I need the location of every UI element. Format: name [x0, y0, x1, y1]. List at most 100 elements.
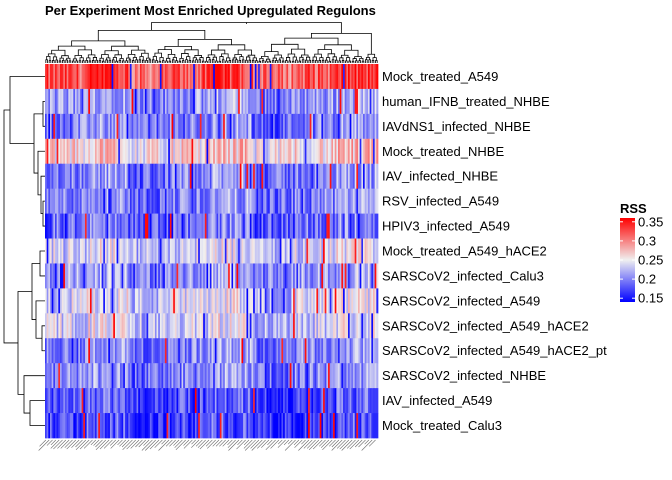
- dendrogram-branch: [234, 54, 242, 58]
- heatmap-cell: [174, 413, 177, 439]
- heatmap-cell: [114, 238, 117, 264]
- heatmap-cell: [354, 238, 357, 264]
- heatmap-cell: [331, 238, 334, 264]
- heatmap-cell: [353, 138, 356, 165]
- heatmap-cell: [178, 413, 181, 439]
- heatmap-cell: [318, 413, 321, 439]
- heatmap-cell: [319, 338, 322, 364]
- heatmap-cell: [319, 363, 322, 389]
- heatmap-cell: [319, 413, 322, 439]
- heatmap-cell: [228, 413, 231, 439]
- heatmap-cell: [66, 88, 69, 115]
- heatmap-cell: [311, 138, 314, 165]
- heatmap-cell: [76, 263, 79, 289]
- heatmap-cell: [118, 138, 121, 165]
- heatmap-cell: [134, 88, 137, 115]
- heatmap-cell: [136, 188, 139, 214]
- heatmap-cell: [104, 363, 107, 389]
- dendrogram-branch: [351, 60, 355, 63]
- heatmap-cell: [58, 388, 61, 414]
- heatmap-cell: [293, 238, 296, 264]
- column-label-mark: [205, 439, 213, 447]
- heatmap-cell: [173, 188, 176, 214]
- heatmap-cell: [248, 363, 251, 389]
- heatmap-cell: [294, 238, 297, 264]
- heatmap-cell: [354, 163, 357, 190]
- heatmap-cell: [216, 113, 219, 140]
- heatmap-cell: [131, 138, 134, 165]
- column-label-mark: [244, 439, 256, 451]
- dendrogram-branch: [221, 53, 229, 58]
- heatmap-cell: [204, 163, 207, 190]
- heatmap-cell: [373, 313, 376, 339]
- heatmap-cell: [318, 88, 321, 115]
- heatmap-cell: [253, 363, 256, 389]
- heatmap-cell: [149, 313, 152, 339]
- heatmap-cell: [313, 138, 316, 165]
- heatmap-cell: [359, 188, 362, 214]
- heatmap-cell: [226, 188, 229, 214]
- heatmap-cell: [361, 138, 364, 165]
- heatmap-cell: [51, 388, 54, 414]
- heatmap-cell: [139, 413, 142, 439]
- heatmap-cell: [354, 113, 357, 140]
- heatmap-cell: [59, 113, 62, 140]
- heatmap-cell: [126, 338, 129, 364]
- heatmap-cell: [161, 188, 164, 214]
- heatmap-cell: [94, 413, 97, 439]
- heatmap-cell: [146, 88, 149, 115]
- heatmap-cell: [91, 113, 94, 140]
- heatmap-cell: [251, 113, 254, 140]
- heatmap-cell: [249, 388, 252, 414]
- heatmap-cell: [194, 188, 197, 214]
- heatmap-cell: [228, 188, 231, 214]
- heatmap-cell: [374, 288, 377, 314]
- heatmap-cell: [156, 113, 159, 140]
- heatmap-cell: [79, 263, 82, 289]
- heatmap-cell: [284, 113, 287, 140]
- heatmap-cell: [209, 138, 212, 165]
- heatmap-cell: [303, 188, 306, 214]
- heatmap-cell: [361, 388, 364, 414]
- heatmap-cell: [354, 213, 357, 239]
- heatmap-cell: [296, 238, 299, 264]
- heatmap-cell: [293, 363, 296, 389]
- heatmap-cell: [136, 213, 139, 239]
- heatmap-cell: [184, 188, 187, 214]
- heatmap-cell: [374, 188, 377, 214]
- heatmap-cell: [199, 313, 202, 339]
- heatmap-cell: [131, 213, 134, 239]
- heatmap-cell: [218, 113, 221, 140]
- heatmap-cell: [311, 238, 314, 264]
- heatmap-cell: [141, 363, 144, 389]
- heatmap-cell: [76, 288, 79, 314]
- dendrogram-branch: [85, 60, 88, 63]
- heatmap-cell: [169, 188, 172, 214]
- heatmap-cell: [98, 88, 101, 115]
- heatmap-cell: [361, 213, 364, 239]
- heatmap-cell: [246, 64, 249, 90]
- heatmap-cell: [118, 288, 121, 314]
- heatmap-cell: [231, 288, 234, 314]
- heatmap-cell: [298, 188, 301, 214]
- heatmap-cell: [281, 413, 284, 439]
- heatmap-cell: [194, 338, 197, 364]
- heatmap-cell: [174, 288, 177, 314]
- heatmap-cell: [136, 163, 139, 190]
- heatmap-cell: [266, 213, 269, 239]
- heatmap-cell: [264, 188, 267, 214]
- heatmap-cell: [48, 238, 51, 264]
- heatmap-cell: [68, 338, 71, 364]
- heatmap-cell: [286, 238, 289, 264]
- heatmap-cell: [349, 88, 352, 115]
- heatmap-cell: [83, 413, 86, 439]
- heatmap-cell: [361, 363, 364, 389]
- heatmap-cell: [326, 88, 329, 115]
- heatmap-cell: [236, 338, 239, 364]
- heatmap-cell: [241, 388, 244, 414]
- heatmap-cell: [129, 338, 132, 364]
- row-label: HPIV3_infected_A549: [382, 219, 510, 234]
- heatmap-cell: [176, 388, 179, 414]
- heatmap-cell: [256, 213, 259, 239]
- heatmap-cell: [99, 88, 102, 115]
